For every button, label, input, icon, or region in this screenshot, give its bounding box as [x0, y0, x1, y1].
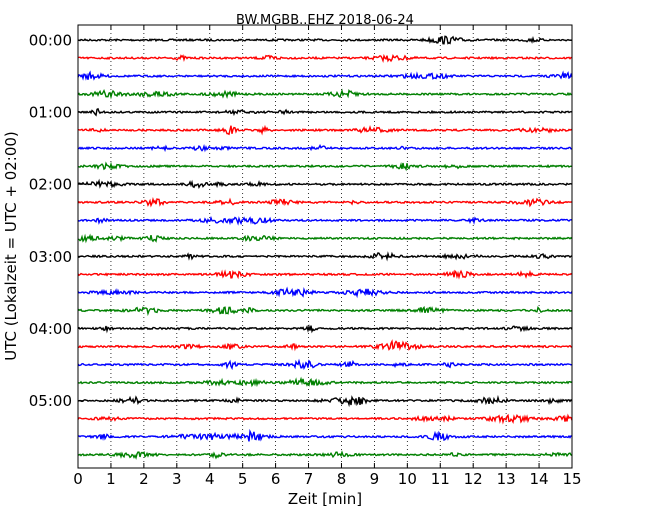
x-axis-label: Zeit [min]: [288, 490, 362, 508]
trace-0445: [77, 376, 573, 388]
x-tick-label-0: 0: [73, 470, 83, 488]
trace-0315: [77, 269, 573, 280]
x-tick-label-3: 3: [172, 470, 182, 488]
plot-frame: [77, 24, 573, 469]
x-tick-label-14: 14: [530, 470, 549, 488]
y-tick-label-4: 04:00: [29, 320, 72, 338]
x-tick-label-10: 10: [398, 470, 417, 488]
x-tick-label-1: 1: [106, 470, 116, 488]
x-tick-label-15: 15: [562, 470, 581, 488]
x-tick-label-11: 11: [431, 470, 450, 488]
axis-ticks: 0 1 2 3 4 5 6 7 8 9 10 11 12 13 14 1500:0001:0002:0003:…: [29, 25, 582, 488]
trace-0545: [77, 450, 573, 460]
trace-0215: [77, 196, 573, 208]
trace-0130: [77, 144, 573, 153]
y-tick-label-1: 01:00: [29, 104, 72, 122]
y-tick-label-5: 05:00: [29, 392, 72, 410]
x-tick-label-9: 9: [370, 470, 380, 488]
x-tick-label-4: 4: [205, 470, 215, 488]
x-tick-label-13: 13: [497, 470, 516, 488]
trace-0200: [77, 178, 573, 189]
trace-0230: [77, 215, 573, 226]
trace-0300: [77, 251, 573, 262]
y-tick-label-0: 00:00: [29, 32, 72, 50]
x-tick-label-8: 8: [337, 470, 347, 488]
seismic-traces: [77, 35, 573, 460]
y-tick-label-2: 02:00: [29, 176, 72, 194]
trace-0100: [77, 107, 573, 117]
x-tick-label-7: 7: [304, 470, 314, 488]
trace-0030: [77, 70, 573, 81]
trace-0245: [77, 233, 573, 244]
y-axis-label: UTC (Lokalzeit = UTC + 02:00): [2, 131, 20, 361]
trace-0530: [77, 428, 573, 442]
trace-0515: [77, 413, 573, 425]
trace-0145: [78, 161, 573, 172]
trace-0415: [77, 339, 573, 352]
trace-0000: [77, 35, 573, 45]
trace-0400: [77, 324, 573, 334]
x-tick-label-12: 12: [464, 470, 483, 488]
chart-title: BW.MGBB..EHZ 2018-06-24: [236, 13, 414, 28]
x-tick-label-2: 2: [139, 470, 149, 488]
trace-0345: [77, 305, 573, 317]
x-tick-label-6: 6: [271, 470, 281, 488]
y-tick-label-3: 03:00: [29, 248, 72, 266]
trace-0430: [77, 358, 573, 371]
trace-0115: [77, 124, 573, 136]
trace-0045: [77, 88, 573, 100]
trace-0015: [77, 53, 573, 64]
trace-0330: [77, 286, 573, 299]
trace-0500: [77, 394, 573, 408]
x-tick-label-5: 5: [238, 470, 248, 488]
